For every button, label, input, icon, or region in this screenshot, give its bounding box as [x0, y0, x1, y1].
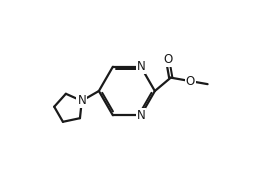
Text: O: O: [186, 75, 195, 88]
Text: O: O: [163, 53, 172, 66]
Text: N: N: [136, 60, 145, 73]
Text: N: N: [136, 109, 145, 122]
Text: N: N: [77, 94, 86, 107]
